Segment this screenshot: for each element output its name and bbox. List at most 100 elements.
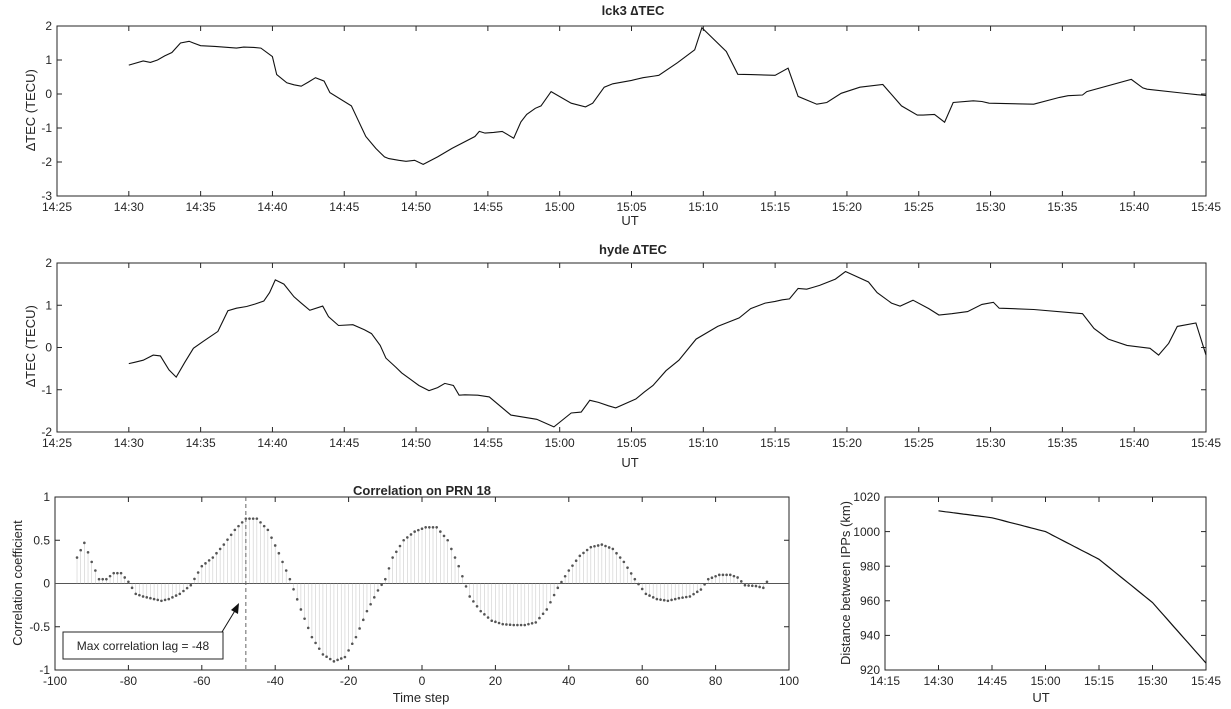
correlation-marker [200, 564, 204, 568]
correlation-marker [589, 545, 593, 549]
correlation-marker [101, 577, 105, 581]
distance-ytick-label: 1000 [853, 525, 880, 539]
correlation-marker [336, 658, 339, 662]
correlation-ytick-label: 0.5 [33, 533, 50, 547]
correlation-xtick-label: 60 [636, 674, 650, 688]
correlation-marker [226, 538, 229, 541]
lck3-xtick-label: 15:05 [616, 200, 646, 214]
correlation-marker [130, 586, 134, 590]
correlation-marker [743, 583, 747, 587]
annotation-box [62, 631, 224, 660]
correlation-marker [369, 602, 372, 606]
correlation-marker [372, 596, 376, 599]
correlation-marker [240, 521, 244, 524]
correlation-marker [721, 573, 725, 577]
correlation-marker [127, 580, 130, 584]
lck3-xtick-label: 14:50 [401, 200, 431, 214]
correlation-marker [325, 655, 328, 659]
hyde-title: hyde ∆TEC [599, 242, 668, 257]
hyde-xtick-label: 15:10 [688, 436, 718, 450]
correlation-marker [560, 580, 563, 584]
correlation-marker [666, 599, 670, 603]
correlation-marker [303, 617, 306, 620]
correlation-marker [347, 649, 350, 652]
correlation-marker [354, 635, 358, 639]
correlation-ytick-label: -0.5 [29, 620, 50, 634]
lck3-xtick-label: 15:35 [1047, 200, 1077, 214]
correlation-marker [149, 596, 152, 600]
correlation-marker [468, 595, 472, 598]
distance-xlabel: UT [1032, 690, 1049, 705]
correlation-marker [270, 536, 273, 539]
lck3-ytick-label: 1 [45, 53, 52, 67]
correlation-marker [207, 559, 211, 562]
correlation-marker [714, 574, 717, 578]
correlation-xtick-label: -80 [120, 674, 138, 688]
correlation-marker [424, 525, 427, 529]
correlation-marker [453, 556, 457, 559]
correlation-marker [83, 541, 86, 545]
correlation-marker [659, 598, 662, 601]
hyde-xtick-label: 15:35 [1047, 436, 1077, 450]
correlation-xtick-label: 100 [779, 674, 799, 688]
correlation-marker [215, 551, 218, 555]
correlation-marker [519, 623, 523, 627]
correlation-marker [585, 548, 589, 552]
correlation-marker [523, 623, 527, 627]
hyde-xtick-label: 15:30 [976, 436, 1006, 450]
correlation-marker [152, 597, 156, 601]
correlation-marker [97, 577, 101, 581]
correlation-marker [145, 596, 149, 599]
correlation-marker [633, 577, 637, 581]
correlation-marker [262, 524, 266, 528]
correlation-marker [497, 621, 501, 625]
correlation-marker [417, 528, 420, 532]
correlation-marker [486, 616, 490, 619]
correlation-marker [692, 592, 695, 596]
hyde-xtick-label: 14:25 [42, 436, 72, 450]
distance-ylabel: Distance between IPPs (km) [838, 501, 853, 665]
correlation-marker [556, 586, 560, 590]
correlation-marker [762, 586, 765, 590]
correlation-marker [688, 595, 692, 598]
correlation-marker [141, 595, 145, 598]
lck3-xtick-label: 15:40 [1119, 200, 1149, 214]
lck3-series-line [128, 26, 1207, 166]
correlation-marker [541, 612, 545, 616]
correlation-marker [306, 626, 310, 630]
correlation-xtick-label: 80 [709, 674, 723, 688]
hyde-series-line [128, 270, 1207, 428]
distance-xtick-label: 14:45 [977, 674, 1007, 688]
lck3-xtick-label: 15:15 [760, 200, 790, 214]
annotation-arrow-head [231, 603, 239, 614]
lck3-ytick-label: 2 [45, 19, 52, 33]
correlation-marker [409, 533, 413, 536]
correlation-xtick-label: -20 [340, 674, 358, 688]
lck3-xtick-label: 14:40 [257, 200, 287, 214]
correlation-marker [156, 598, 160, 602]
correlation-marker [317, 647, 321, 650]
correlation-marker [350, 642, 354, 646]
correlation-marker [248, 517, 251, 520]
correlation-marker [717, 573, 721, 577]
correlation-ylabel: Correlation coefficient [10, 520, 25, 646]
correlation-marker [534, 621, 538, 624]
correlation-marker [450, 547, 453, 551]
distance-ytick-label: 920 [860, 663, 880, 677]
correlation-marker [483, 613, 486, 616]
correlation-marker [604, 544, 607, 548]
hyde-ytick-label: 0 [45, 341, 52, 355]
correlation-marker [538, 616, 541, 620]
correlation-marker [237, 524, 240, 528]
correlation-marker [284, 569, 288, 572]
correlation-marker [582, 551, 585, 555]
correlation-ytick-label: -1 [39, 663, 50, 677]
correlation-marker [512, 623, 516, 627]
correlation-marker [567, 569, 571, 572]
correlation-marker [765, 580, 769, 584]
correlation-marker [640, 587, 644, 591]
correlation-marker [662, 598, 666, 602]
correlation-marker [413, 530, 416, 533]
correlation-marker [479, 609, 483, 613]
